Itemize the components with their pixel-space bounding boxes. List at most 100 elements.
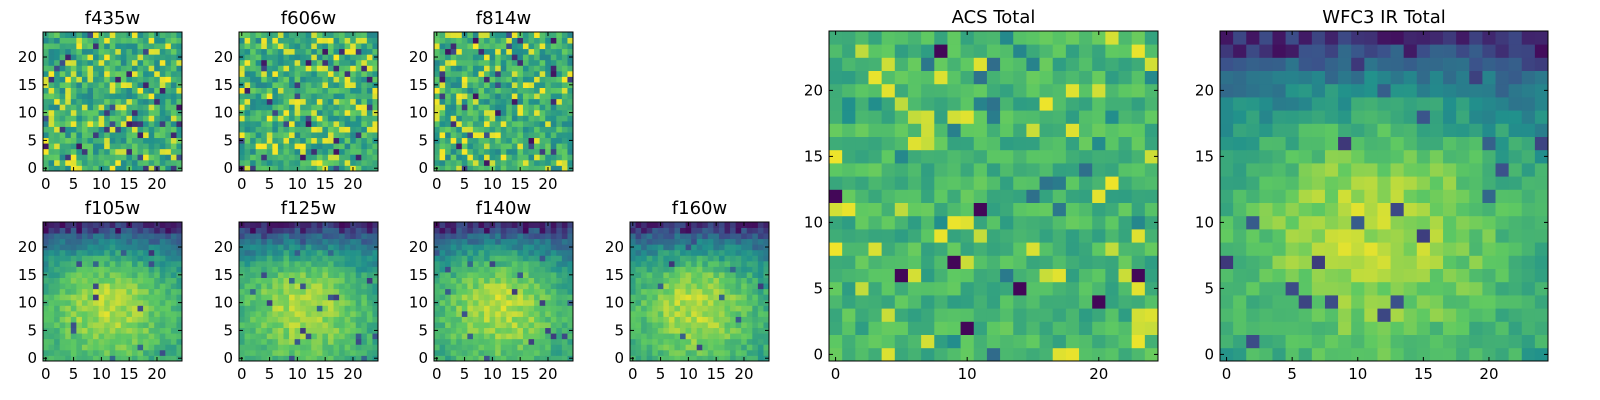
- heatmap-cell: [1118, 295, 1133, 309]
- heatmap-cell: [724, 333, 731, 340]
- heatmap-cell: [550, 288, 557, 295]
- heatmap-cell: [735, 322, 742, 329]
- heatmap-cell: [126, 227, 133, 234]
- heatmap-cell: [1026, 149, 1040, 164]
- heatmap-cell: [641, 294, 648, 301]
- heatmap-cell: [87, 255, 94, 262]
- y-tick-label: 10: [409, 104, 428, 122]
- heatmap-cell: [434, 126, 440, 133]
- heatmap-cell: [176, 277, 183, 284]
- heatmap-cell: [154, 37, 161, 44]
- heatmap-cell: [702, 233, 709, 240]
- heatmap-cell: [652, 316, 659, 323]
- heatmap-cell: [322, 349, 329, 356]
- heatmap-cell: [350, 148, 357, 155]
- heatmap-cell: [680, 266, 686, 273]
- heatmap-cell: [81, 255, 88, 262]
- heatmap-cell: [680, 333, 686, 340]
- heatmap-cell: [1039, 295, 1054, 309]
- heatmap-cell: [266, 288, 273, 295]
- heatmap-cell: [65, 299, 72, 306]
- heatmap-cell: [361, 59, 368, 66]
- heatmap-cell: [339, 333, 346, 340]
- heatmap-cell: [109, 159, 116, 166]
- heatmap-cell: [311, 333, 318, 340]
- heatmap-cell: [500, 266, 507, 273]
- heatmap-cell: [718, 344, 725, 351]
- heatmap-cell: [159, 244, 166, 251]
- heatmap-cell: [539, 249, 546, 256]
- heatmap-cell: [244, 159, 251, 166]
- heatmap-cell: [366, 98, 373, 105]
- heatmap-cell: [148, 238, 155, 245]
- heatmap-cell: [517, 54, 524, 61]
- heatmap-cell: [143, 316, 150, 323]
- heatmap-cell: [478, 143, 485, 150]
- heatmap-cell: [81, 93, 88, 100]
- heatmap-cell: [59, 137, 66, 144]
- heatmap-cell: [868, 215, 883, 230]
- heatmap-cell: [528, 65, 535, 72]
- heatmap-cell: [327, 70, 334, 77]
- heatmap-cell: [361, 126, 368, 133]
- heatmap-cell: [48, 137, 55, 144]
- heatmap-cell: [344, 283, 351, 290]
- heatmap-cell: [316, 272, 323, 278]
- heatmap-cell: [472, 333, 479, 340]
- y-tick-label: 5: [27, 131, 37, 149]
- heatmap-cell: [724, 349, 731, 356]
- heatmap-cell: [137, 238, 144, 245]
- heatmap-cell: [355, 288, 362, 295]
- heatmap-cell: [934, 149, 948, 164]
- heatmap-cell: [54, 154, 61, 161]
- heatmap-cell: [350, 154, 357, 161]
- heatmap-cell: [283, 322, 290, 329]
- heatmap-cell: [763, 222, 770, 228]
- heatmap-cell: [355, 87, 362, 94]
- heatmap-cell: [450, 109, 457, 116]
- heatmap-cell: [305, 272, 312, 278]
- heatmap-cell: [1079, 255, 1093, 269]
- heatmap-cell: [947, 255, 961, 269]
- heatmap-cell: [115, 148, 122, 155]
- heatmap-cell: [115, 87, 122, 94]
- heatmap-cell: [143, 344, 150, 351]
- heatmap-cell: [517, 120, 524, 127]
- heatmap-cell: [244, 115, 251, 122]
- heatmap-cell: [244, 244, 251, 251]
- heatmap-cell: [272, 266, 279, 273]
- heatmap-cell: [93, 87, 99, 94]
- heatmap-cell: [311, 59, 318, 66]
- heatmap-cell: [81, 104, 88, 111]
- heatmap-cell: [522, 120, 529, 127]
- heatmap-cell: [104, 288, 111, 295]
- heatmap-cell: [461, 93, 468, 100]
- heatmap-cell: [539, 327, 546, 334]
- heatmap-cell: [70, 70, 77, 77]
- heatmap-cell: [456, 294, 463, 301]
- heatmap-cell: [148, 143, 155, 150]
- heatmap-cell: [165, 266, 172, 273]
- heatmap-cell: [495, 233, 502, 240]
- heatmap-cell: [495, 165, 502, 172]
- heatmap-cell: [1065, 163, 1080, 177]
- heatmap-cell: [165, 48, 172, 55]
- heatmap-cell: [635, 338, 642, 345]
- heatmap-cell: [1105, 215, 1119, 230]
- heatmap-cell: [522, 109, 529, 116]
- heatmap-cell: [741, 310, 748, 317]
- heatmap-cell: [176, 120, 183, 127]
- heatmap-cell: [1079, 202, 1093, 217]
- heatmap-cell: [746, 327, 753, 334]
- heatmap-cell: [294, 266, 301, 273]
- heatmap-cell: [148, 288, 155, 295]
- heatmap-cell: [165, 249, 172, 256]
- heatmap-cell: [283, 120, 290, 127]
- heatmap-cell: [355, 65, 362, 72]
- heatmap-cell: [467, 137, 474, 144]
- heatmap-cell: [159, 227, 166, 234]
- heatmap-cell: [361, 327, 368, 334]
- heatmap-cell: [148, 333, 155, 340]
- heatmap-cell: [445, 238, 452, 245]
- heatmap-cell: [255, 222, 262, 228]
